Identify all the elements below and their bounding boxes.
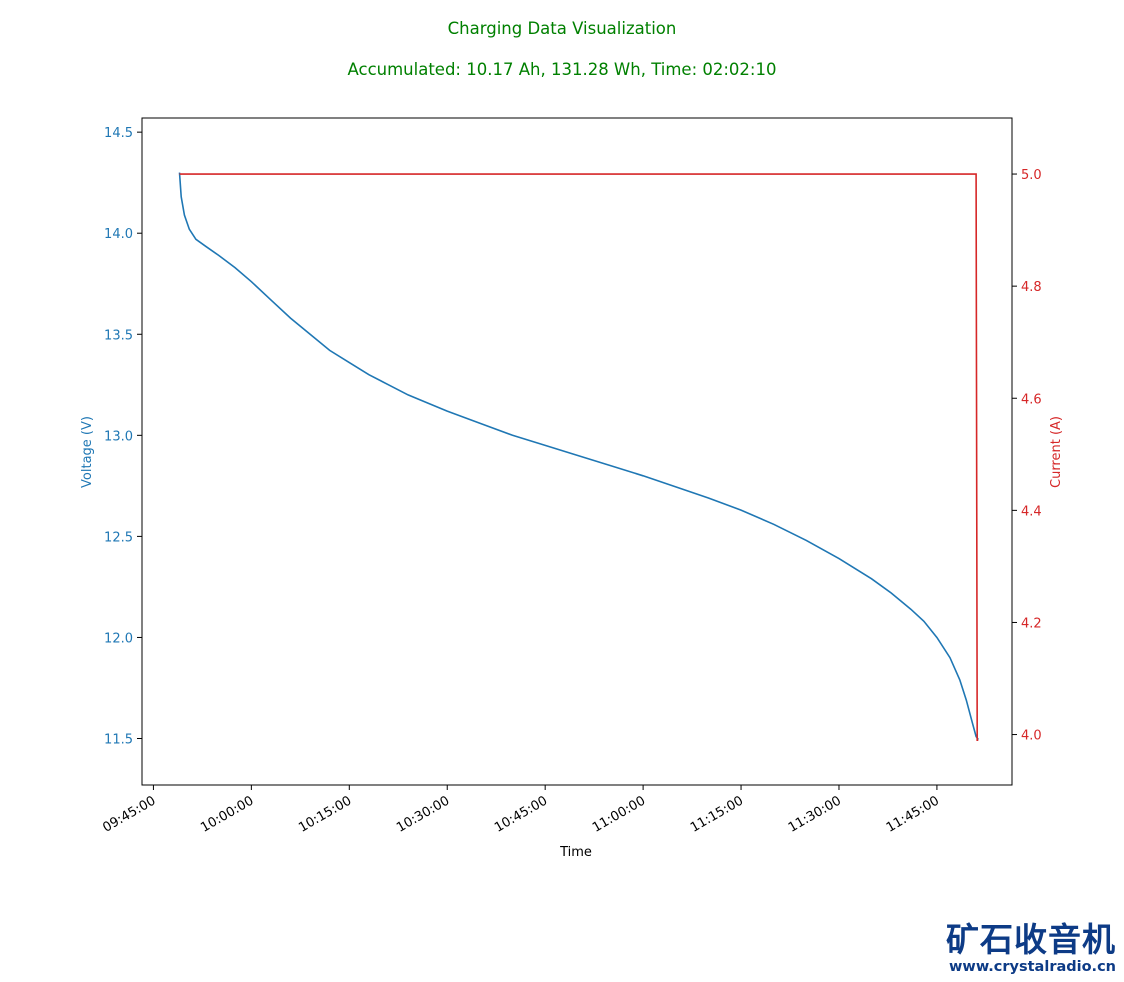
y-left-tick-label: 13.0 [104,429,133,444]
y-right-tick-label: 4.6 [1021,392,1042,407]
plot-series [178,172,979,741]
y-left-tick-label: 12.5 [104,530,133,545]
x-tick-label: 10:00:00 [198,793,256,835]
y-axis-right-label: Current (A) [1049,416,1064,488]
x-axis-label: Time [559,845,592,860]
chart-subtitle: Accumulated: 10.17 Ah, 131.28 Wh, Time: … [348,60,777,79]
y-axis-left: 11.5 12.0 12.5 13.0 13.5 14.0 14.5 [104,126,142,748]
watermark-url: www.crystalradio.cn [949,959,1116,975]
y-left-tick-label: 12.0 [104,631,133,646]
y-right-tick-label: 4.0 [1021,729,1042,744]
watermark: 矿石收音机 www.crystalradio.cn [946,922,1116,976]
y-left-tick-label: 14.0 [104,227,133,242]
plot-frame [141,117,1013,786]
y-axis-right: 4.0 4.2 4.4 4.6 4.8 5.0 [1012,168,1042,744]
y-right-tick-label: 5.0 [1021,168,1042,183]
y-left-tick-label: 14.5 [104,126,133,141]
y-axis-left-label: Voltage (V) [80,416,95,488]
x-tick-label: 11:00:00 [590,793,648,835]
x-tick-label: 10:30:00 [394,793,452,835]
chart-title: Charging Data Visualization [448,19,677,38]
x-tick-label: 10:15:00 [296,793,354,835]
watermark-logo: 矿石收音机 [946,920,1116,959]
x-tick-label: 11:30:00 [786,793,844,835]
y-right-tick-label: 4.4 [1021,504,1042,519]
x-tick-label: 10:45:00 [492,793,550,835]
current-series-line [179,173,979,741]
y-right-tick-label: 4.8 [1021,280,1042,295]
x-tick-label: 11:15:00 [688,793,746,835]
x-tick-label: 11:45:00 [884,793,942,835]
x-tick-label: 09:45:00 [100,793,158,835]
y-right-tick-label: 4.2 [1021,616,1042,631]
voltage-series-line [178,172,979,740]
y-left-tick-label: 11.5 [104,733,133,748]
y-left-tick-label: 13.5 [104,328,133,343]
x-axis: 09:45:00 10:00:00 10:15:00 10:30:00 10:45:00… [100,785,942,836]
